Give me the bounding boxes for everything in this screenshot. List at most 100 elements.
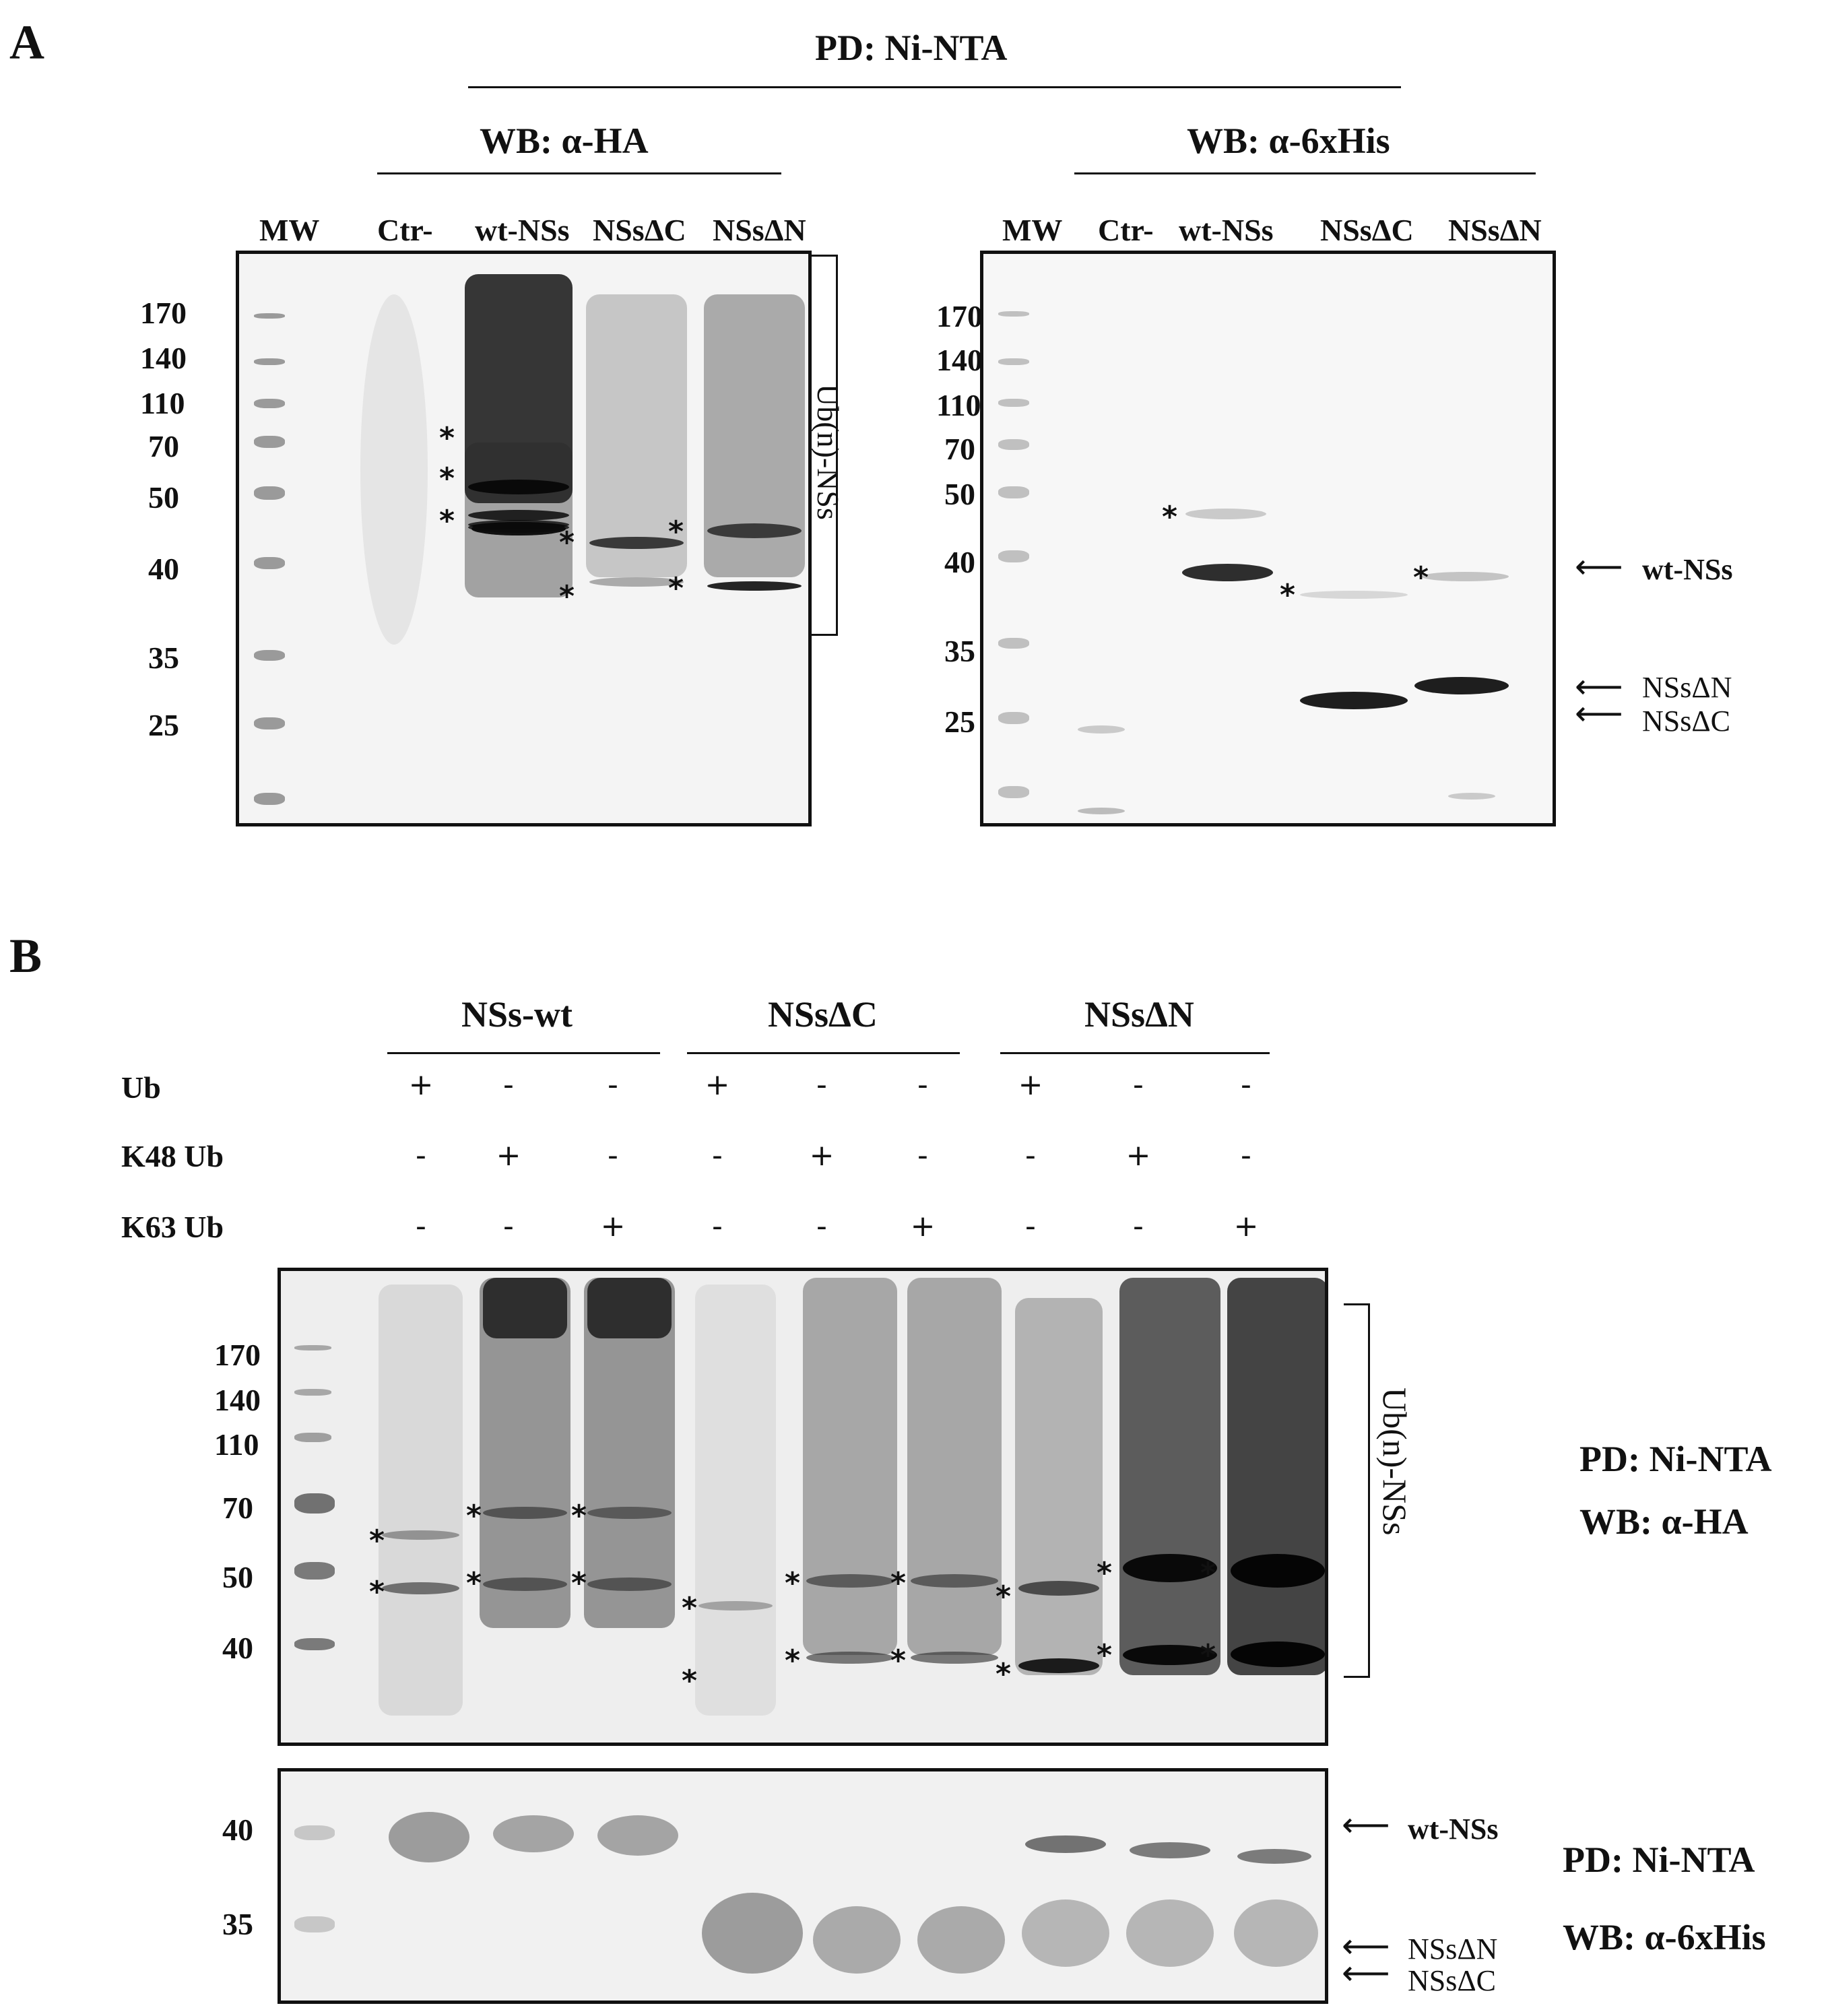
star-marker: * bbox=[996, 1657, 1012, 1691]
star-marker: * bbox=[1280, 578, 1296, 612]
left-mw-25: 25 bbox=[148, 708, 179, 742]
b-bracket-label: Ub(n)-NSs bbox=[1376, 1388, 1414, 1536]
b-bottom-side-label-1: PD: Ni-NTA bbox=[1563, 1840, 1755, 1880]
sign-cell: + bbox=[496, 1138, 521, 1173]
b-bottom-mw-35: 35 bbox=[222, 1907, 253, 1941]
sign-cell: - bbox=[608, 1138, 618, 1173]
star-marker: * bbox=[668, 571, 684, 606]
sign-cell: + bbox=[1126, 1138, 1151, 1173]
sign-cell: + bbox=[809, 1138, 835, 1173]
sign-cell: - bbox=[1241, 1068, 1251, 1102]
star-marker: * bbox=[369, 1575, 385, 1609]
group-label-dn: NSsΔN bbox=[1084, 994, 1194, 1035]
row-label-k48: K48 Ub bbox=[121, 1139, 224, 1173]
star-marker: * bbox=[559, 579, 575, 614]
left-blot-image bbox=[236, 251, 812, 826]
ub-bracket bbox=[1344, 1303, 1370, 1678]
sign-cell: - bbox=[917, 1138, 928, 1173]
b-top-blot-image bbox=[278, 1268, 1328, 1746]
sign-cell: + bbox=[1233, 1209, 1259, 1243]
b-top-side-label-2: WB: α-HA bbox=[1579, 1501, 1749, 1542]
panel-letter-b: B bbox=[9, 929, 42, 983]
group-label-dc: NSsΔC bbox=[768, 994, 878, 1035]
arrow-left-icon: ⟵ bbox=[1342, 1926, 1390, 1965]
right-mw-70: 70 bbox=[944, 432, 975, 466]
left-mw-110: 110 bbox=[140, 386, 185, 420]
star-marker: * bbox=[1097, 1638, 1113, 1672]
right-mw-40: 40 bbox=[944, 545, 975, 579]
star-marker: * bbox=[682, 1664, 698, 1698]
left-lane-ctr: Ctr- bbox=[377, 213, 433, 247]
left-lane-wt: wt-NSs bbox=[475, 213, 570, 247]
right-mw-25: 25 bbox=[944, 705, 975, 739]
right-lane-ctr: Ctr- bbox=[1098, 213, 1154, 247]
group-underline bbox=[687, 1052, 960, 1054]
star-marker: * bbox=[369, 1524, 385, 1558]
group-underline bbox=[387, 1052, 660, 1054]
left-mw-140: 140 bbox=[140, 341, 187, 375]
right-mw-110: 110 bbox=[936, 388, 981, 422]
b-mw-170: 170 bbox=[214, 1338, 261, 1372]
row-label-ub: Ub bbox=[121, 1070, 161, 1105]
pd-title-underline bbox=[468, 86, 1401, 88]
right-mw-50: 50 bbox=[944, 477, 975, 511]
right-lane-mw: MW bbox=[1002, 213, 1063, 247]
sign-cell: + bbox=[910, 1209, 936, 1243]
star-marker: * bbox=[890, 1566, 907, 1600]
star-marker: * bbox=[466, 1566, 482, 1600]
sign-cell: + bbox=[1018, 1068, 1043, 1102]
right-arrow-label-wt: wt-NSs bbox=[1642, 553, 1733, 586]
b-top-side-label-1: PD: Ni-NTA bbox=[1579, 1439, 1772, 1479]
left-wb-title: WB: α-HA bbox=[480, 121, 649, 161]
star-marker: * bbox=[1097, 1556, 1113, 1590]
star-marker: * bbox=[890, 1644, 907, 1678]
left-wb-underline bbox=[377, 172, 781, 174]
b-bottom-blot-image bbox=[278, 1768, 1328, 2004]
b-arrow-label-dn: NSsΔN bbox=[1408, 1932, 1498, 1965]
left-mw-70: 70 bbox=[148, 429, 179, 463]
b-mw-40: 40 bbox=[222, 1631, 253, 1665]
group-underline bbox=[1000, 1052, 1270, 1054]
arrow-left-icon: ⟵ bbox=[1342, 1805, 1390, 1844]
star-marker: * bbox=[439, 504, 455, 538]
b-mw-70: 70 bbox=[222, 1491, 253, 1525]
left-lane-mw: MW bbox=[259, 213, 320, 247]
row-label-k63: K63 Ub bbox=[121, 1210, 224, 1244]
star-marker: * bbox=[439, 421, 455, 455]
sign-cell: - bbox=[1133, 1209, 1144, 1243]
star-marker: * bbox=[1200, 1638, 1216, 1672]
arrow-left-icon: ⟵ bbox=[1575, 694, 1623, 733]
group-label-wt: NSs-wt bbox=[461, 994, 573, 1035]
left-lane-dn: NSsΔN bbox=[713, 213, 806, 247]
star-marker: * bbox=[1413, 560, 1429, 595]
sign-cell: - bbox=[917, 1068, 928, 1102]
right-mw-35: 35 bbox=[944, 634, 975, 668]
arrow-left-icon: ⟵ bbox=[1575, 547, 1623, 586]
b-mw-110: 110 bbox=[214, 1427, 259, 1462]
star-marker: * bbox=[571, 1499, 587, 1533]
right-lane-dn: NSsΔN bbox=[1448, 213, 1542, 247]
sign-cell: - bbox=[503, 1068, 514, 1102]
sign-cell: + bbox=[408, 1068, 434, 1102]
b-bottom-side-label-2: WB: α-6xHis bbox=[1563, 1917, 1766, 1957]
star-marker: * bbox=[996, 1580, 1012, 1614]
b-mw-140: 140 bbox=[214, 1383, 261, 1417]
right-mw-170: 170 bbox=[936, 299, 983, 333]
right-arrow-label-dn: NSsΔN bbox=[1642, 671, 1732, 704]
left-mw-170: 170 bbox=[140, 296, 187, 330]
left-mw-50: 50 bbox=[148, 480, 179, 515]
right-blot-image bbox=[980, 251, 1556, 826]
star-marker: * bbox=[559, 525, 575, 560]
arrow-left-icon: ⟵ bbox=[1575, 667, 1623, 706]
left-bracket-label: Ub(n)-NSs bbox=[811, 384, 845, 520]
star-marker: * bbox=[466, 1499, 482, 1533]
star-marker: * bbox=[1162, 500, 1178, 534]
right-wb-title: WB: α-6xHis bbox=[1187, 121, 1390, 161]
sign-cell: - bbox=[1133, 1068, 1144, 1102]
sign-cell: - bbox=[1241, 1138, 1251, 1173]
sign-cell: - bbox=[816, 1209, 827, 1243]
left-lane-dc: NSsΔC bbox=[593, 213, 686, 247]
right-lane-dc: NSsΔC bbox=[1320, 213, 1414, 247]
b-arrow-label-dc: NSsΔC bbox=[1408, 1964, 1497, 1997]
sign-cell: + bbox=[600, 1209, 626, 1243]
